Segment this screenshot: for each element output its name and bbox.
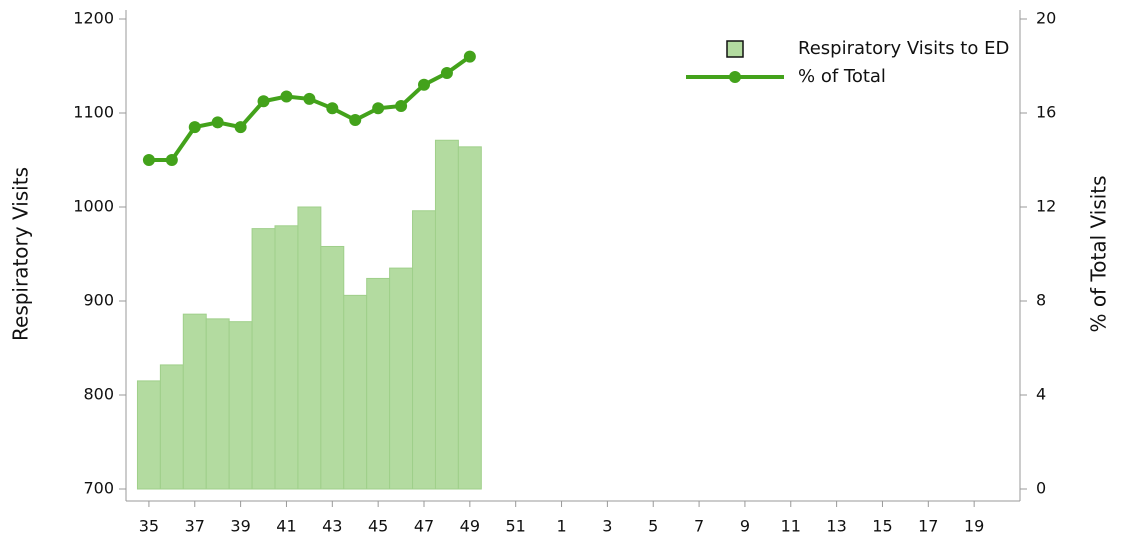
line-marker (303, 92, 316, 105)
x-tick-label: 45 (368, 517, 388, 536)
y2-axis-title: % of Total Visits (1087, 175, 1111, 332)
line-marker (211, 116, 224, 129)
y2-tick-label: 4 (1036, 385, 1046, 404)
bar (136, 380, 161, 490)
y2-tick-label: 12 (1036, 197, 1056, 216)
line-marker (372, 102, 385, 115)
line-marker (463, 50, 476, 63)
x-tick-label: 9 (740, 517, 750, 536)
bar (389, 267, 414, 490)
x-tick-label: 17 (918, 517, 938, 536)
x-tick-label: 1 (556, 517, 566, 536)
x-tick-label: 15 (872, 517, 892, 536)
line-marker (349, 114, 362, 127)
x-tick-label: 47 (414, 517, 434, 536)
bar (434, 139, 459, 490)
bar (412, 210, 436, 490)
bar (343, 294, 368, 490)
x-tick-label: 37 (185, 517, 205, 536)
line-marker (188, 121, 201, 134)
x-tick-label: 11 (781, 517, 801, 536)
x-tick-label: 13 (826, 517, 846, 536)
y-tick-label: 1200 (73, 9, 114, 28)
x-tick-label: 39 (230, 517, 250, 536)
line-marker (257, 95, 270, 108)
y-axis-title: Respiratory Visits (9, 167, 33, 341)
x-tick-label: 49 (460, 517, 480, 536)
line-marker (440, 67, 453, 80)
x-tick-label: 51 (506, 517, 526, 536)
line-marker (418, 78, 430, 91)
line-marker (234, 121, 247, 134)
bar (320, 245, 345, 490)
x-tick-label: 5 (648, 517, 658, 536)
line-marker (280, 90, 293, 103)
x-tick-label: 35 (139, 517, 159, 536)
bar (251, 228, 276, 490)
bar (205, 318, 230, 490)
line-marker (326, 102, 339, 115)
x-tick-label: 41 (276, 517, 296, 536)
y2-tick-label: 20 (1036, 9, 1056, 28)
y-tick-label: 800 (83, 385, 114, 404)
y-tick-label: 1100 (73, 103, 114, 122)
line-marker (142, 154, 155, 166)
legend-label: Respiratory Visits to ED (798, 38, 1009, 59)
line (148, 54, 472, 162)
legend-swatch (726, 40, 744, 58)
x-tick-label: 19 (964, 517, 984, 536)
y2-tick-label: 8 (1036, 291, 1046, 310)
bar (366, 277, 391, 490)
bar (457, 146, 482, 490)
line-marker (165, 154, 178, 166)
y2-tick-label: 16 (1036, 103, 1056, 122)
bar (297, 206, 322, 490)
y-tick-label: 900 (83, 291, 114, 310)
y-tick-label: 1000 (73, 197, 114, 216)
line-marker (395, 99, 408, 112)
y2-tick-label: 0 (1036, 479, 1046, 498)
bar (228, 321, 253, 490)
bar (182, 313, 207, 490)
x-tick-label: 43 (322, 517, 342, 536)
x-tick-label: 3 (602, 517, 612, 536)
legend-label: % of Total (798, 66, 886, 87)
legend-swatch (729, 71, 741, 83)
y-tick-label: 700 (83, 479, 114, 498)
bar (159, 364, 184, 490)
bar (274, 225, 299, 490)
x-tick-label: 7 (694, 517, 704, 536)
